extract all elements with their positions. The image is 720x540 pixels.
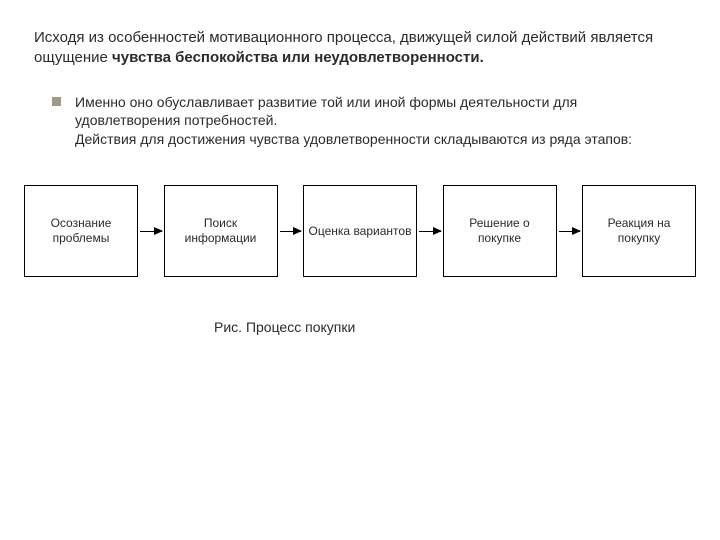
flow-arrow: [140, 231, 162, 232]
figure-caption: Рис. Процесс покупки: [214, 319, 686, 335]
bullet-marker: [52, 97, 61, 106]
flow-node: Осознание проблемы: [24, 185, 138, 277]
heading-bold: чувства беспокойства или неудовлетворенн…: [112, 49, 484, 66]
flow-node: Поиск информации: [164, 185, 278, 277]
flow-arrow: [559, 231, 581, 232]
flow-node: Решение о покупке: [443, 185, 557, 277]
flowchart: Осознание проблемы Поиск информации Оцен…: [24, 185, 696, 277]
flow-arrow: [419, 231, 441, 232]
flow-arrow: [280, 231, 302, 232]
bullet-block: Именно оно обуславливает развитие той ил…: [52, 93, 686, 150]
flow-node: Оценка вариантов: [303, 185, 417, 277]
heading-block: Исходя из особенностей мотивационного пр…: [34, 28, 686, 69]
bullet-text: Именно оно обуславливает развитие той ил…: [75, 93, 686, 150]
flow-node: Реакция на покупку: [582, 185, 696, 277]
